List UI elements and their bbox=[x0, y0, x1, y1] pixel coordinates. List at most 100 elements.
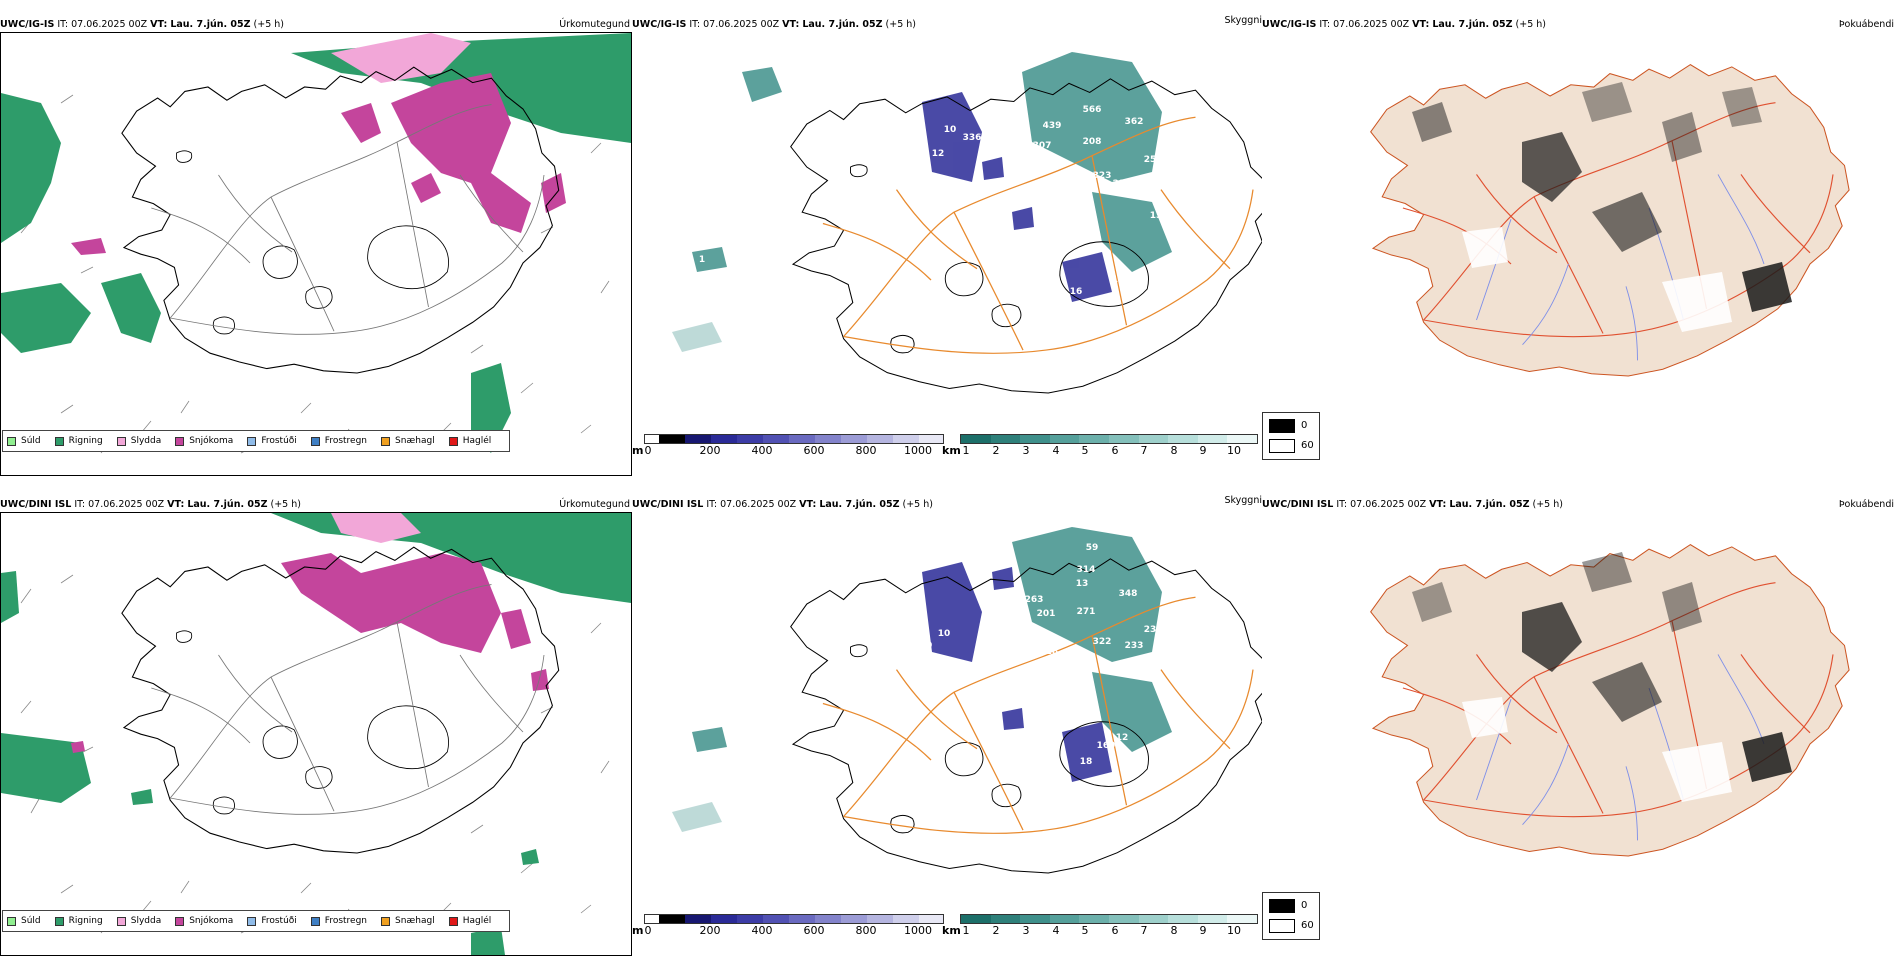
legend-label: Snæhagl bbox=[395, 916, 435, 926]
fog-legend-label: 0 bbox=[1301, 420, 1308, 431]
peak-label: 12 bbox=[1112, 275, 1125, 285]
colorbar-tick: 6 bbox=[1111, 444, 1119, 457]
model-name: UWC/DINI ISL bbox=[632, 499, 704, 510]
peak-label: 10 bbox=[944, 125, 957, 135]
it-label: IT: bbox=[1319, 19, 1331, 30]
colorbar-cell bbox=[1108, 435, 1139, 443]
it-value: 07.06.2025 00Z bbox=[703, 19, 780, 30]
fog-panel-row-2: UWC/DINI ISL IT: 07.06.2025 00Z VT: Lau.… bbox=[1262, 494, 1898, 944]
colorbar-cell bbox=[763, 915, 789, 923]
peak-label: 12 bbox=[932, 149, 945, 159]
colorbar-tick: 400 bbox=[751, 444, 773, 457]
model-name: UWC/IG-IS bbox=[1262, 19, 1317, 30]
legend-swatch bbox=[381, 436, 391, 446]
colorbar-tick: 2 bbox=[992, 444, 1000, 457]
colorbar-cell bbox=[1049, 435, 1080, 443]
colorbar-tick: 800 bbox=[855, 444, 877, 457]
fog-legend-label: 0 bbox=[1301, 900, 1308, 911]
fog-fields bbox=[1412, 82, 1792, 312]
peak-label: 1 bbox=[699, 255, 705, 265]
colorbar-cell bbox=[990, 435, 1021, 443]
colorbar-cell bbox=[1049, 915, 1080, 923]
colorbar-cell bbox=[961, 915, 991, 923]
peak-label: 137 bbox=[991, 607, 1010, 617]
legend-item-rigning: Rigning bbox=[54, 436, 103, 446]
legend-swatch bbox=[116, 436, 126, 446]
vt-label: VT: bbox=[782, 19, 800, 30]
vt-value: Lau. 7.jún. 05Z bbox=[1449, 499, 1530, 510]
model-name: UWC/IG-IS bbox=[632, 19, 687, 30]
panel-title-precip-type: Úrkomutegund bbox=[559, 19, 630, 30]
cloud-panel-row-1: UWC/IG-IS IT: 07.06.2025 00Z VT: Lau. 7.… bbox=[632, 14, 1262, 464]
colorbar-tick: 4 bbox=[1052, 444, 1060, 457]
colorbar-cell bbox=[645, 435, 659, 443]
colorbar-tick: 0 bbox=[644, 924, 652, 937]
legend-label: Slydda bbox=[130, 436, 162, 446]
legend-swatch bbox=[310, 916, 320, 926]
colorbar-tick: 6 bbox=[1111, 924, 1119, 937]
colorbar-cell bbox=[659, 915, 685, 923]
legend-swatch bbox=[175, 916, 185, 926]
legend-swatch bbox=[381, 916, 391, 926]
colorbar-tick: 800 bbox=[855, 924, 877, 937]
colorbar-cell bbox=[815, 435, 841, 443]
colorbar-cell bbox=[893, 435, 919, 443]
colorbar-tick: 1 bbox=[962, 444, 970, 457]
peak-label: 23 bbox=[1144, 625, 1157, 635]
colorbar-cell bbox=[789, 435, 815, 443]
visibility-fields bbox=[672, 52, 1172, 352]
colorbar-tick: 5 bbox=[1081, 924, 1089, 937]
it-value: 07.06.2025 00Z bbox=[1350, 499, 1427, 510]
vt-label: VT: bbox=[1429, 499, 1447, 510]
colorbar-unit: m bbox=[632, 924, 644, 937]
peak-label: 10 bbox=[938, 629, 951, 639]
legend-item-frostudi: Frostúði bbox=[247, 436, 297, 446]
colorbar-tick: 3 bbox=[1022, 444, 1030, 457]
panel-title-fog: Þokuábendi bbox=[1838, 499, 1894, 510]
peak-label: 59 bbox=[1086, 543, 1099, 553]
legend-label: Haglél bbox=[462, 436, 492, 446]
panel-header: UWC/IG-IS IT: 07.06.2025 00Z VT: Lau. 7.… bbox=[632, 18, 916, 32]
it-label: IT: bbox=[706, 499, 718, 510]
colorbar-tick: 1000 bbox=[904, 924, 932, 937]
colorbar-tick: 9 bbox=[1199, 444, 1207, 457]
cloud-base-fields bbox=[922, 562, 1112, 782]
it-label: IT: bbox=[1336, 499, 1348, 510]
legend-swatch bbox=[247, 916, 257, 926]
vt-label: VT: bbox=[167, 499, 185, 510]
row-1: UWC/IG-IS IT: 07.06.2025 00Z VT: Lau. 7.… bbox=[0, 0, 1900, 476]
vt-value: Lau. 7.jún. 05Z bbox=[187, 499, 268, 510]
peak-label: 233 bbox=[1125, 641, 1144, 651]
peak-label: 28 bbox=[1046, 647, 1059, 657]
colorbar-cell bbox=[1138, 435, 1169, 443]
colorbar-tick: 8 bbox=[1170, 444, 1178, 457]
peak-label: 35 bbox=[1046, 685, 1059, 695]
colorbar-cell bbox=[893, 915, 919, 923]
colorbar-cell bbox=[1020, 435, 1050, 443]
lead-time: (+5 h) bbox=[270, 499, 301, 510]
panel-title-cloud: Skyggni bbox=[1224, 495, 1262, 506]
panel-header: UWC/IG-IS IT: 07.06.2025 00Z VT: Lau. 7.… bbox=[1262, 18, 1546, 32]
colorbar-cell bbox=[1079, 435, 1109, 443]
cloud-base-colorbar: m 0 200 400 600 800 1000 bbox=[632, 914, 944, 940]
peak-label: 33 bbox=[976, 231, 989, 241]
colorbar-cells bbox=[960, 434, 1258, 444]
colorbar-tick: 10 bbox=[1227, 444, 1241, 457]
lead-time: (+5 h) bbox=[253, 19, 284, 30]
colorbar-tick: 0 bbox=[644, 444, 652, 457]
model-name: UWC/DINI ISL bbox=[1262, 499, 1334, 510]
peak-label: 362 bbox=[1125, 117, 1144, 127]
colorbar-cell bbox=[659, 435, 685, 443]
fog-map bbox=[1370, 64, 1850, 377]
peak-label: 12 bbox=[1116, 733, 1129, 743]
legend-label: Frostúði bbox=[261, 916, 297, 926]
colorbar-cell bbox=[711, 915, 737, 923]
colorbar-cell bbox=[645, 915, 659, 923]
legend-label: Rigning bbox=[68, 436, 103, 446]
precip-type-legend: Súld Rigning Slydda Snjókoma Frostúði Fr… bbox=[2, 430, 511, 452]
peak-label: 49 bbox=[1046, 225, 1059, 235]
model-name: UWC/IG-IS bbox=[0, 19, 55, 30]
peak-label: 307 bbox=[1033, 141, 1052, 151]
colorbar-tick: 600 bbox=[803, 924, 825, 937]
panel-header: UWC/DINI ISL IT: 07.06.2025 00Z VT: Lau.… bbox=[0, 498, 301, 512]
